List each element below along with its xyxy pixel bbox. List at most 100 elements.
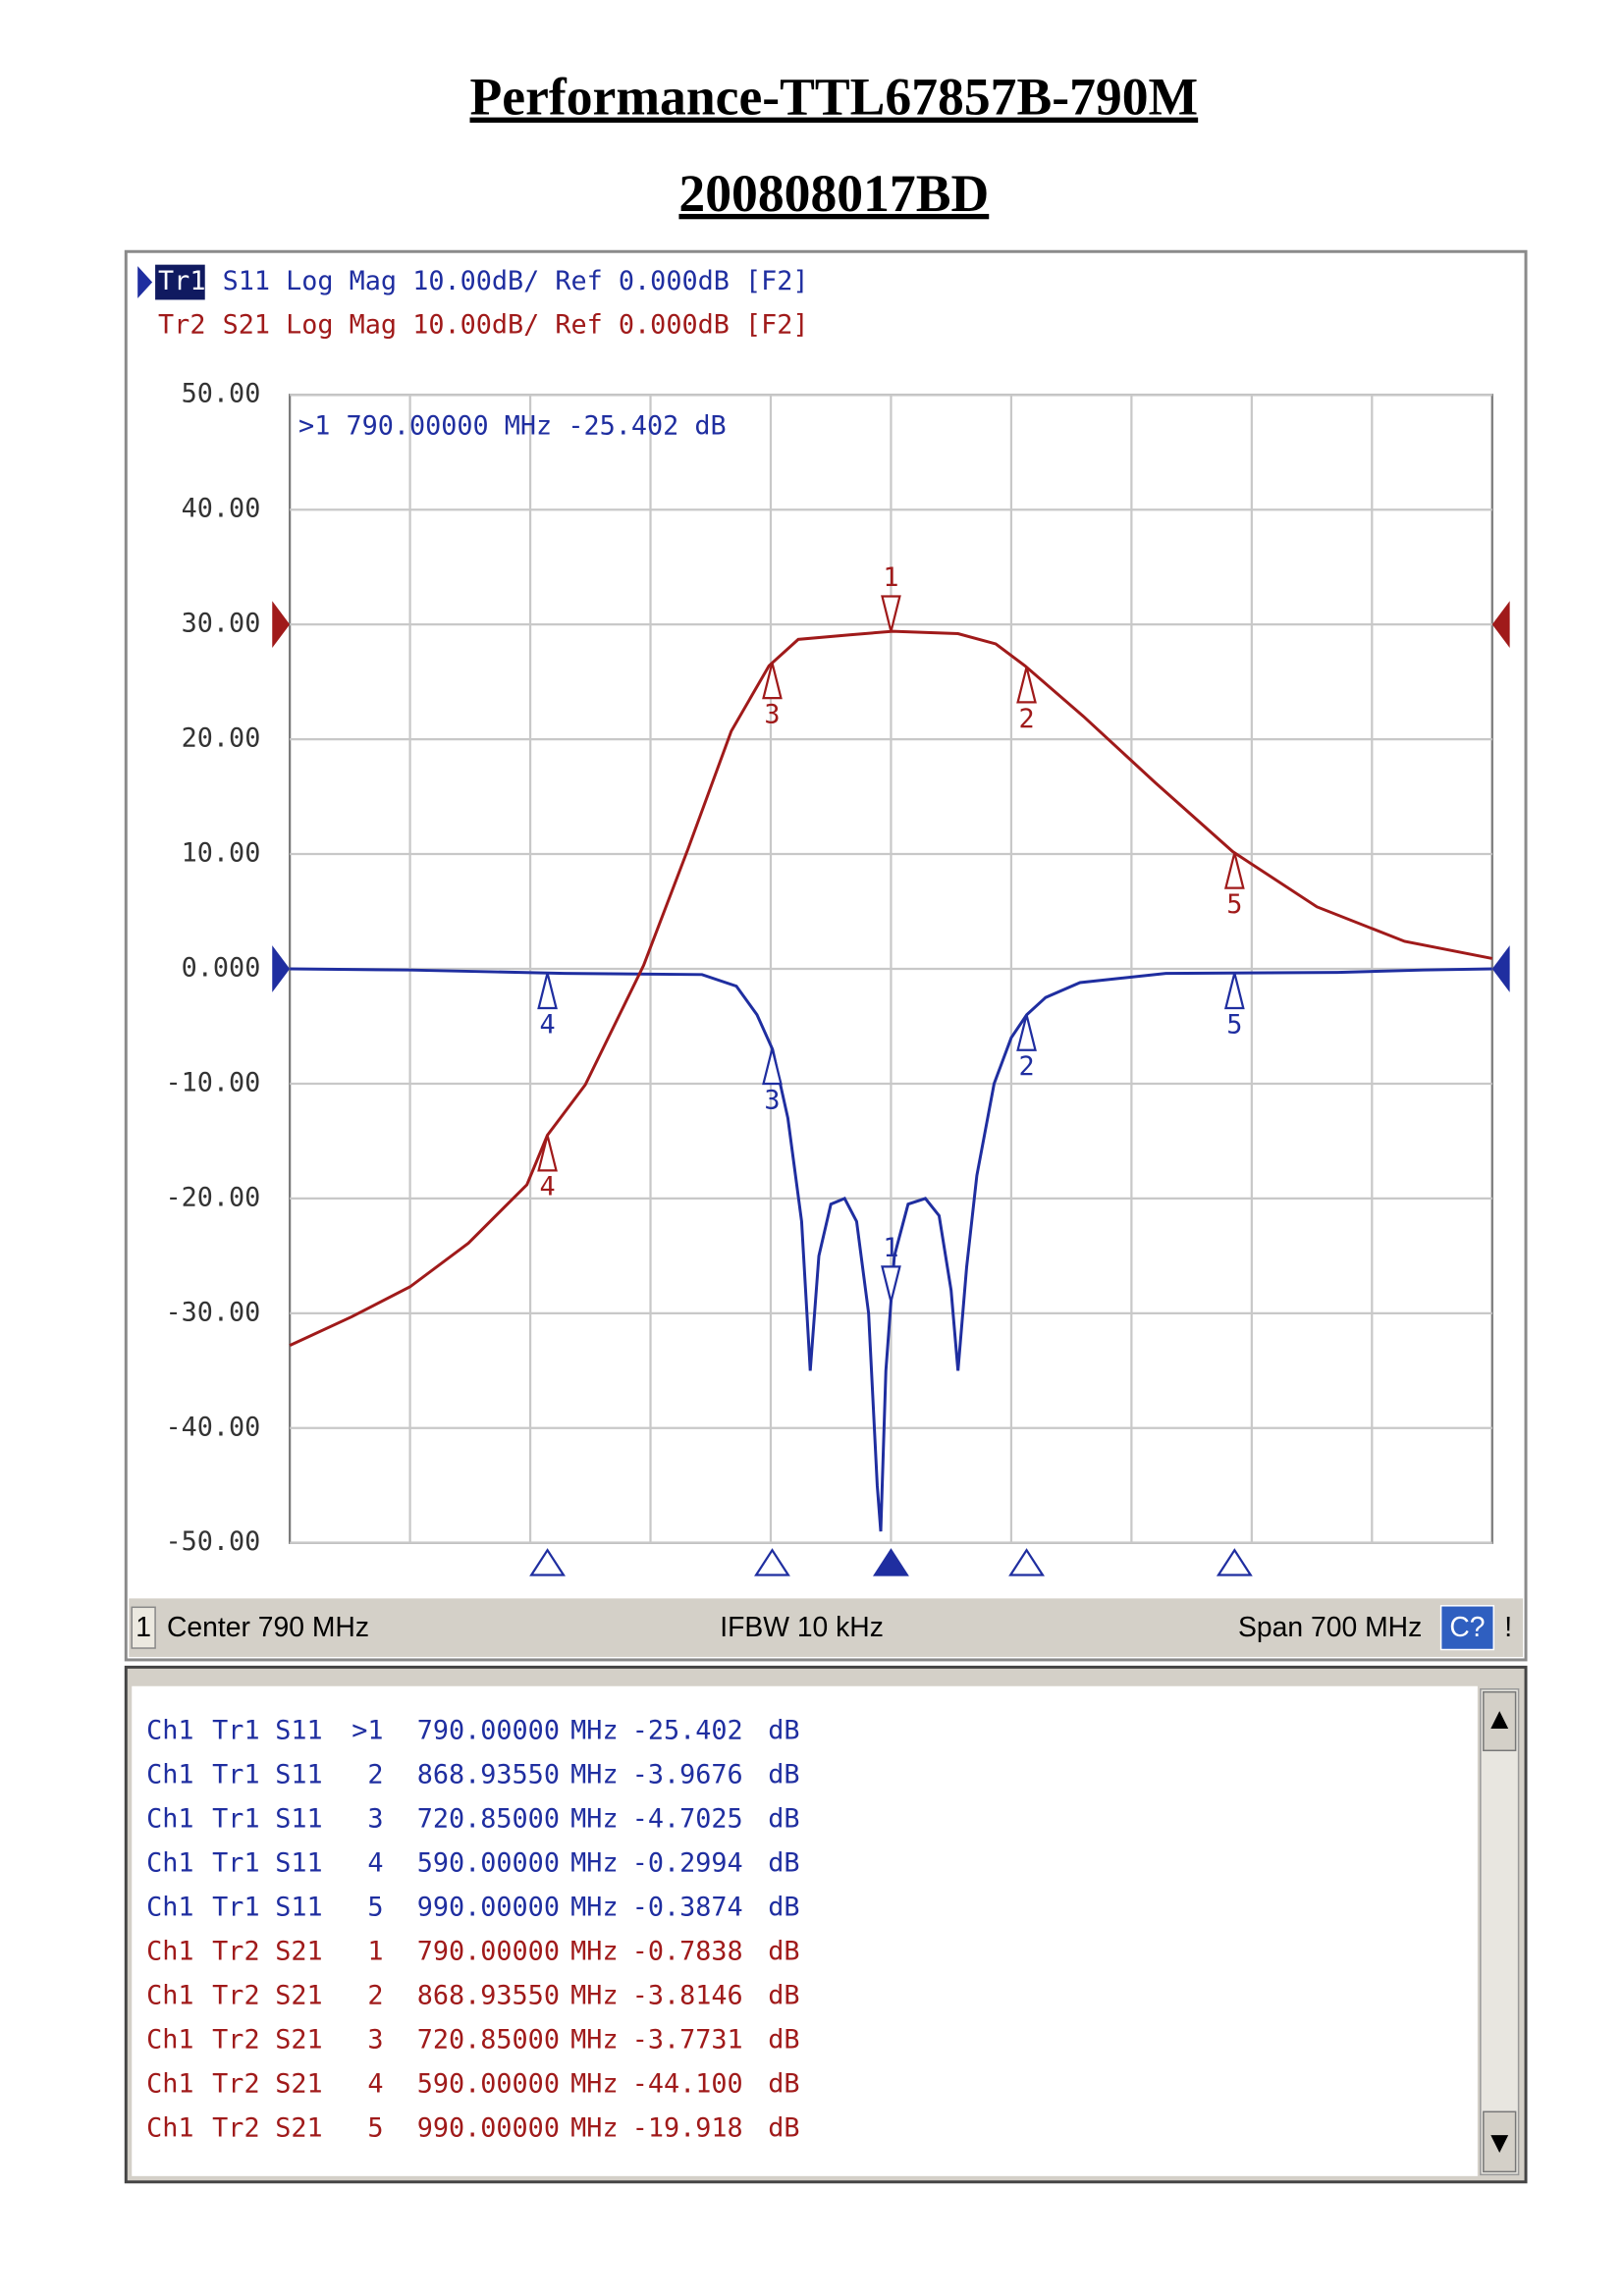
marker-table-cell: Tr2 [212,2068,259,2099]
marker-table-cell: 3 [367,2024,383,2055]
marker-table-cell: -25.402 [632,1715,743,1745]
marker-table-cell: Tr1 [212,1715,259,1745]
y-tick-label: -30.00 [166,1297,261,1327]
marker-table-cell: S21 [275,1936,322,1966]
stimulus-marker [1216,1548,1253,1576]
marker-table-cell: 2 [367,1980,383,2010]
marker-table-cell: Tr1 [212,1759,259,1789]
marker-table-cell: Ch1 [146,1759,193,1789]
marker-table-cell: 590.00000 [417,2068,560,2099]
marker-table-cell: dB [768,2112,799,2143]
marker-table-cell: Ch1 [146,1980,193,2010]
status-flag: ! [1504,1611,1512,1642]
scroll-up-button[interactable] [1483,1690,1517,1752]
active-trace-arrow [137,266,153,298]
trace-marker [762,663,783,700]
marker-table-cell: Tr1 [212,1847,259,1878]
marker-table-cell: Ch1 [146,1847,193,1878]
marker-table-cell: -4.7025 [632,1803,743,1834]
marker-table-cell: MHz [570,2112,618,2143]
channel-box [131,1606,156,1649]
trace-marker [881,1265,901,1303]
marker-table-cell: 4 [367,2068,383,2099]
marker-table-cell: MHz [570,2068,618,2099]
marker-table-cell: MHz [570,1715,618,1745]
y-tick-label: 20.00 [182,723,261,754]
marker-table-cell: Tr1 [212,1803,259,1834]
marker-table-cell: MHz [570,1980,618,2010]
trace-name: Tr1 [158,266,205,296]
marker-table-cell: Ch1 [146,1803,193,1834]
correction-button[interactable] [1439,1605,1494,1651]
marker-table-cell: 590.00000 [417,1847,560,1878]
marker-table-cell: MHz [570,1936,618,1966]
marker-table-cell: S21 [275,2068,322,2099]
scrollbar[interactable] [1480,1687,1520,2176]
y-tick-label: -40.00 [166,1412,261,1442]
channel-number: 1 [135,1611,151,1642]
marker-table-cell: Ch1 [146,2068,193,2099]
marker-table-cell: Tr2 [212,1980,259,2010]
y-tick-label: -50.00 [166,1526,261,1557]
marker-table-cell: dB [768,1980,799,2010]
y-tick-label: -20.00 [166,1182,261,1212]
marker-table-cell: Tr1 [212,1892,259,1922]
scroll-down-arrow [1490,2135,1509,2153]
marker-table-cell: -44.100 [632,2068,743,2099]
marker-table-cell: Tr2 [212,1936,259,1966]
trace-marker [1223,852,1245,889]
trace-marker [537,1135,558,1172]
span: Span 700 MHz [1238,1611,1422,1642]
page-title: Performance-TTL67857B-790M [470,68,1199,127]
marker-table-cell: dB [768,1892,799,1922]
trace-marker [881,595,901,632]
marker-table-cell: Ch1 [146,1715,193,1745]
marker-table-cell: -19.918 [632,2112,743,2143]
y-tick-label: 10.00 [182,838,261,869]
stimulus-marker [1008,1548,1045,1576]
marker-table-cell: S21 [275,2024,322,2055]
marker-table-cell: 990.00000 [417,2112,560,2143]
trace-label: S11 Log Mag 10.00dB/ Ref 0.000dB [F2] [223,266,809,296]
trace-marker-label: 3 [764,1085,780,1115]
active-trace-highlight [155,264,205,300]
marker-table-cell: MHz [570,1892,618,1922]
marker-table-cell: S21 [275,2112,322,2143]
y-tick-label: -10.00 [166,1067,261,1097]
marker-table-cell: dB [768,1803,799,1834]
marker-table-cell: >1 [352,1715,383,1745]
marker-table-cell: S11 [275,1803,322,1834]
reference-arrow-right [1491,945,1510,992]
marker-table-cell: 990.00000 [417,1892,560,1922]
reference-arrow-left [272,601,291,648]
marker-table-cell: MHz [570,1759,618,1789]
status-bar [129,1598,1524,1657]
trace-marker [1223,972,1245,1010]
marker-table-cell: -3.7731 [632,2024,743,2055]
marker-table-cell: 790.00000 [417,1715,560,1745]
marker-table-cell: -3.8146 [632,1980,743,2010]
marker-table-cell: Tr2 [212,2024,259,2055]
y-tick-label: 30.00 [182,609,261,639]
marker-table-cell: -0.7838 [632,1936,743,1966]
ifbw: IFBW 10 kHz [720,1611,884,1642]
marker-table-cell: dB [768,2068,799,2099]
trace-marker-label: 2 [1018,704,1034,734]
page-subtitle: 200808017BD [678,164,989,223]
trace-name: Tr2 [158,310,205,341]
marker-table-cell: Ch1 [146,1936,193,1966]
marker-table-cell: S21 [275,1980,322,2010]
correction-label[interactable]: C? [1449,1611,1485,1642]
trace-marker-label: 4 [539,1009,555,1040]
marker-table-cell: Ch1 [146,2024,193,2055]
marker-table-cell: -0.2994 [632,1847,743,1878]
marker-table-cell: S11 [275,1892,322,1922]
marker-table-cell: 5 [367,2112,383,2143]
center-frequency: Center 790 MHz [167,1611,369,1642]
trace-marker [1016,1014,1037,1051]
chart-layer: 50.00 40.00 30.00 20.00 10.00 0.000 -10.00 -20.… [146,266,1510,2143]
marker-table-cell: Ch1 [146,1892,193,1922]
